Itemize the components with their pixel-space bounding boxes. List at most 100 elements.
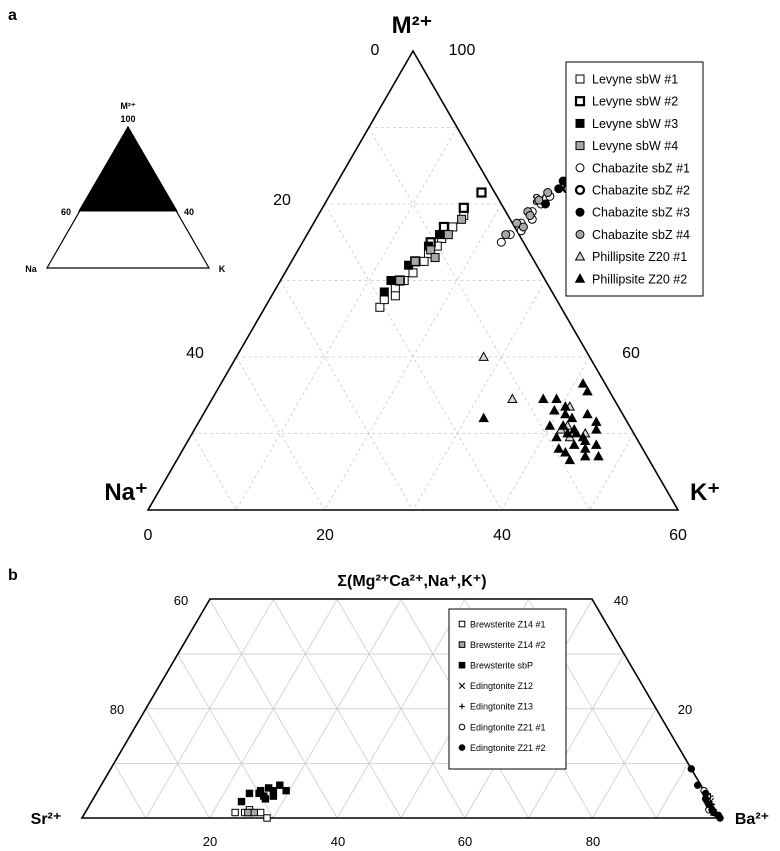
- legend-b-box: [448, 608, 567, 770]
- tick-bottom-b-20: 20: [203, 834, 217, 849]
- point-phillipsite-z20-2: [560, 408, 571, 419]
- point-chabazite-sbz-4: [525, 210, 535, 220]
- point-brewsterite-sbp: [276, 781, 284, 789]
- legend-marker-edingtonite-z13: [459, 703, 465, 710]
- grid-line: [528, 653, 625, 819]
- legend-label-levyne-sbw-4: Levyne sbW #4: [592, 139, 678, 153]
- point-chabazite-sbz-4: [534, 195, 544, 205]
- panel-a-points: [375, 137, 613, 465]
- series-chabazite-sbz-4: [501, 188, 553, 240]
- legend-marker-phillipsite-z20-2: [574, 273, 586, 283]
- apex-label-ba: Ba²⁺: [735, 811, 769, 828]
- panel-b: b Σ(Mg²⁺Ca²⁺,Na⁺,K⁺) Sr²⁺ Ba²⁺ 60 80 40 …: [8, 567, 769, 849]
- point-phillipsite-z20-2: [553, 443, 564, 453]
- tick-bottom-b-80: 80: [586, 834, 600, 849]
- grid-line: [209, 599, 338, 819]
- legend-marker-brewsterite-z14-2: [458, 641, 466, 648]
- point-brewsterite-z14-1: [256, 808, 265, 817]
- point-phillipsite-z20-2: [551, 393, 562, 403]
- inset-apex-left: Na: [25, 264, 37, 274]
- panel-a-letter: a: [8, 7, 17, 24]
- legend-label-chabazite-sbz-1: Chabazite sbZ #1: [592, 161, 690, 175]
- apex-label-sigma: Σ(Mg²⁺Ca²⁺,Na⁺,K⁺): [337, 573, 486, 590]
- tick-right-20: 20: [678, 702, 692, 717]
- legend-marker-levyne-sbw-1: [575, 74, 585, 84]
- grid-line: [273, 599, 402, 819]
- point-phillipsite-z20-1: [507, 393, 518, 403]
- apex-label-right: K⁺: [690, 479, 720, 506]
- inset-ternary: M²⁺ 100 60 40 Na K: [25, 101, 226, 274]
- series-levyne-sbw-4: [395, 214, 467, 285]
- point-levyne-sbw-1: [448, 222, 458, 232]
- legend-label-chabazite-sbz-3: Chabazite sbZ #3: [592, 206, 690, 220]
- point-levyne-sbw-1: [408, 268, 418, 278]
- legend-label-levyne-sbw-2: Levyne sbW #2: [592, 95, 678, 109]
- series-brewsterite-sbp: [237, 781, 290, 806]
- point-phillipsite-z20-2: [478, 412, 489, 423]
- point-levyne-sbw-2: [458, 202, 469, 213]
- series-levyne-sbw-1: [375, 210, 469, 312]
- point-brewsterite-sbp: [282, 786, 290, 795]
- point-levyne-sbw-3: [435, 230, 444, 240]
- legend-marker-levyne-sbw-3: [575, 118, 585, 128]
- point-chabazite-sbz-4: [501, 230, 511, 240]
- point-levyne-sbw-3: [386, 276, 396, 285]
- point-levyne-sbw-1: [419, 256, 429, 266]
- point-levyne-sbw-2: [476, 187, 487, 198]
- legend-marker-brewsterite-sbp: [458, 661, 466, 669]
- legend-label-phillipsite-z20-2: Phillipsite Z20 #2: [592, 272, 687, 286]
- point-phillipsite-z20-2: [562, 427, 573, 438]
- tick-right-40: 40: [614, 593, 628, 608]
- legend-label-chabazite-sbz-2: Chabazite sbZ #2: [592, 184, 690, 198]
- point-chabazite-sbz-4: [543, 188, 553, 198]
- point-brewsterite-sbp: [237, 797, 246, 806]
- point-phillipsite-z20-2: [544, 420, 556, 430]
- point-phillipsite-z20-2: [580, 435, 591, 446]
- legend-label-brewsterite-z14-1: Brewsterite Z14 #1: [470, 619, 546, 629]
- point-phillipsite-z20-2: [593, 450, 604, 461]
- inset-apex-top: M²⁺: [120, 101, 135, 111]
- point-levyne-sbw-4: [443, 230, 453, 240]
- legend-marker-chabazite-sbz-1: [575, 163, 585, 173]
- grid-line: [368, 127, 591, 511]
- point-phillipsite-z20-2: [549, 404, 560, 415]
- grid-line: [655, 763, 689, 819]
- tick-left-edge-0: 0: [371, 42, 380, 59]
- point-levyne-sbw-1: [379, 295, 389, 305]
- tick-left-edge-20: 20: [273, 192, 291, 209]
- panel-a-triangle: [146, 49, 680, 511]
- legend-label-chabazite-sbz-4: Chabazite sbZ #4: [592, 228, 690, 242]
- tick-bottom-20: 20: [316, 527, 334, 544]
- legend-panel-a: Levyne sbW #1 Levyne sbW #2 Levyne sbW #3 L…: [565, 61, 704, 297]
- point-brewsterite-sbp: [245, 789, 254, 798]
- point-phillipsite-z20-2: [591, 424, 602, 434]
- point-edingtonite-z21-2: [701, 795, 710, 803]
- tick-left-80: 80: [110, 702, 124, 717]
- point-levyne-sbw-4: [430, 253, 440, 263]
- legend-marker-chabazite-sbz-3: [575, 207, 585, 217]
- grid-line: [191, 433, 237, 511]
- legend-label-brewsterite-sbp: Brewsterite sbP: [470, 661, 533, 671]
- inset-tick-left: 60: [61, 207, 71, 217]
- legend-marker-levyne-sbw-2: [574, 96, 586, 107]
- legend-marker-edingtonite-z21-1: [458, 723, 466, 731]
- point-edingtonite-z21-2: [705, 800, 713, 809]
- tick-left-edge-40: 40: [186, 345, 204, 362]
- legend-label-edingtonite-z21-2: Edingtonite Z21 #2: [470, 743, 546, 753]
- inset-apex-right: K: [219, 264, 226, 274]
- grid-line: [412, 280, 546, 511]
- point-phillipsite-z20-2: [568, 439, 580, 449]
- point-phillipsite-z20-2: [582, 408, 593, 419]
- point-levyne-sbw-4: [410, 256, 420, 266]
- legend-label-brewsterite-z14-2: Brewsterite Z14 #2: [470, 640, 546, 650]
- panel-b-grid: [113, 599, 689, 819]
- panel-a: a M²⁺ Na⁺ K⁺ 0 20 40 100 80 60 0 20 40 6…: [8, 7, 720, 544]
- legend-marker-edingtonite-z21-2: [458, 744, 466, 751]
- tick-right-edge-60: 60: [622, 345, 640, 362]
- legend-marker-phillipsite-z20-1: [574, 250, 586, 261]
- grid-line: [280, 280, 414, 511]
- legend-marker-edingtonite-z12: [458, 682, 466, 689]
- series-edingtonite-z21-2: [687, 765, 724, 822]
- legend-label-edingtonite-z13: Edingtonite Z13: [470, 702, 533, 712]
- panel-b-trapezoid: [80, 598, 722, 819]
